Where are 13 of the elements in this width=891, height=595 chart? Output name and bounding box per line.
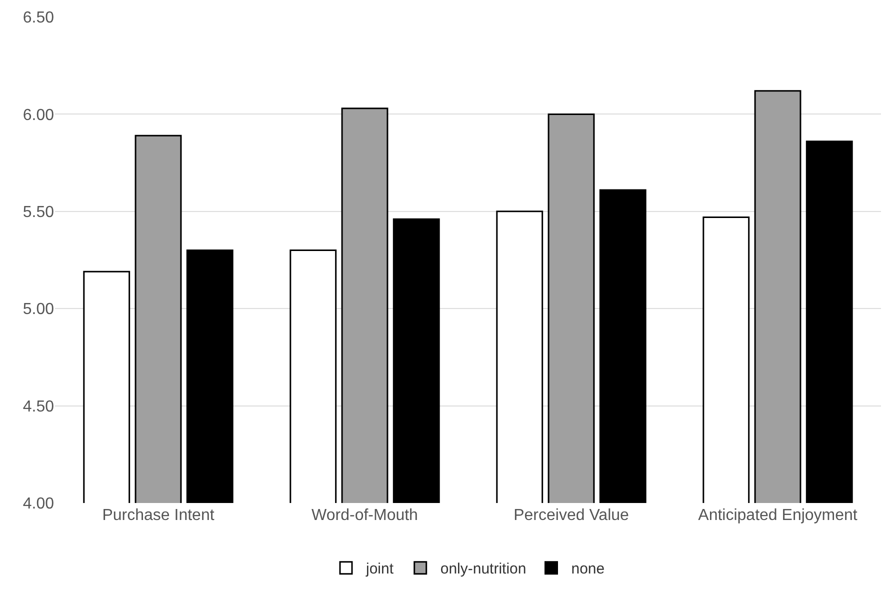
y-tick-label: 6.50: [22, 10, 54, 27]
x-tick-label: Word-of-Mouth: [312, 507, 418, 524]
x-tick-label: Perceived Value: [514, 507, 630, 524]
x-tick-label: Anticipated Enjoyment: [698, 507, 858, 524]
y-tick-label: 4.50: [22, 398, 54, 416]
y-tick-label: 5.50: [22, 204, 54, 221]
y-tick-label: 6.00: [22, 106, 54, 124]
legend-label: joint: [365, 560, 394, 578]
y-tick-label: 4.00: [22, 496, 54, 513]
legend-label: none: [571, 560, 605, 578]
x-tick-label: Purchase Intent: [102, 507, 215, 524]
legend-label: only-nutrition: [440, 560, 526, 578]
y-tick-label: 5.00: [22, 301, 54, 318]
